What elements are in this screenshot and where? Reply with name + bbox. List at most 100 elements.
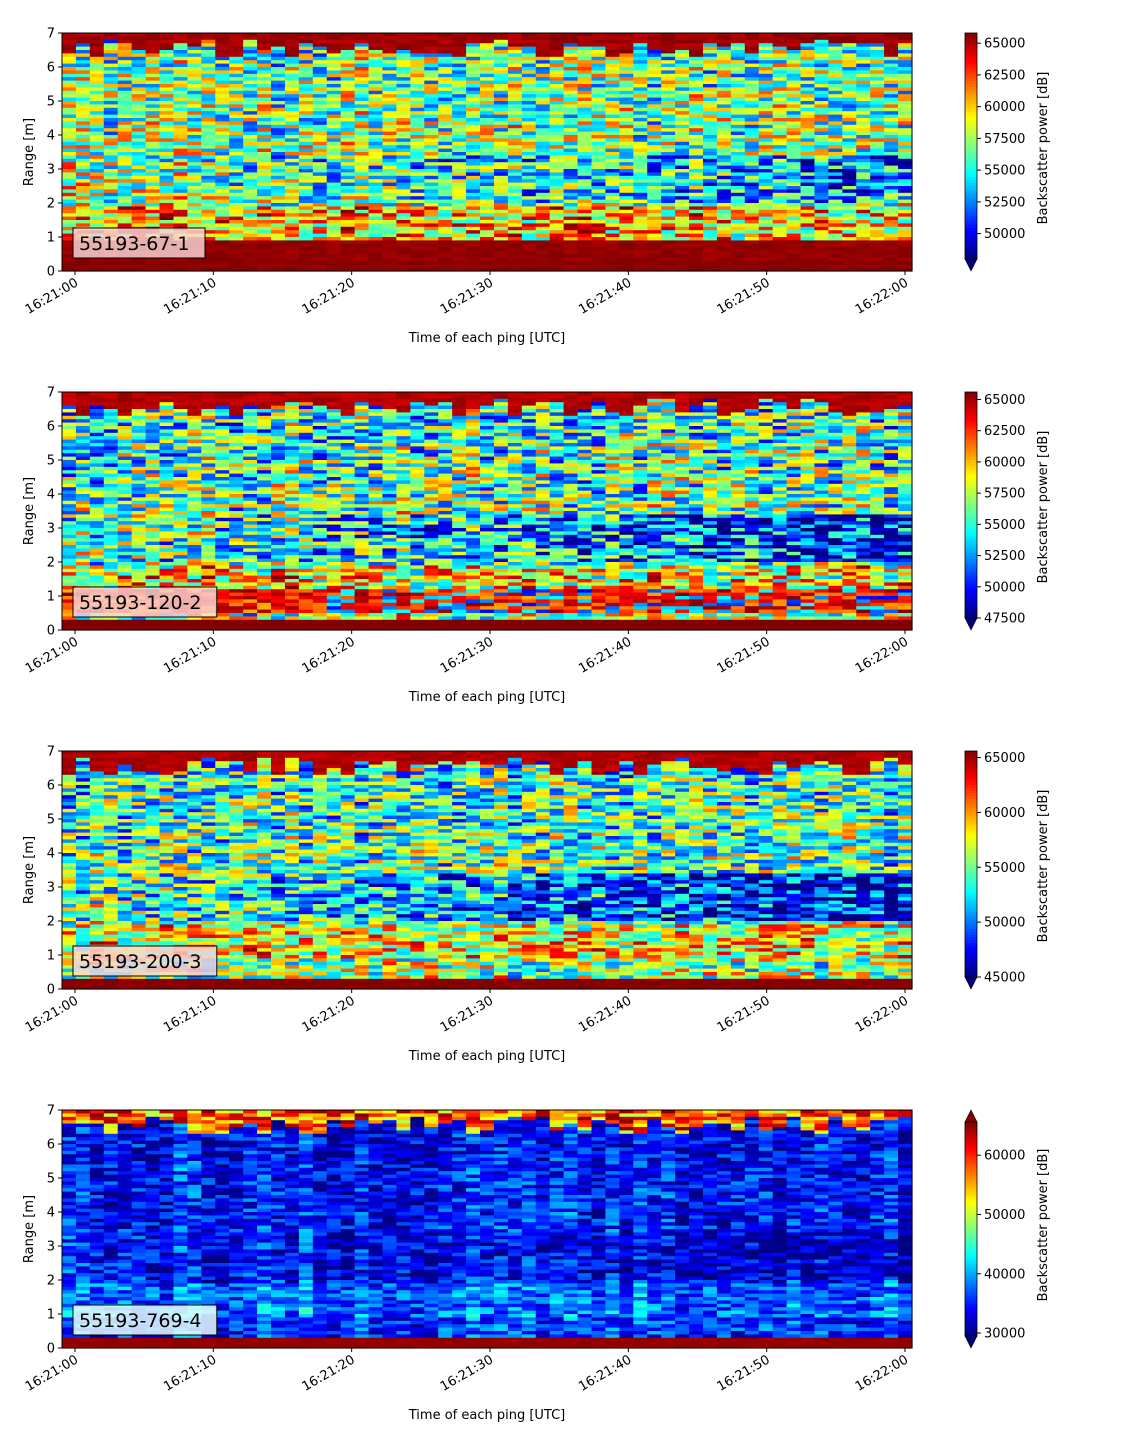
heatmap-cell <box>243 254 258 258</box>
heatmap-cell <box>117 555 133 560</box>
heatmap-cell <box>201 118 216 122</box>
heatmap-cell <box>633 101 648 105</box>
heatmap-cell <box>117 429 133 434</box>
heatmap-cell <box>201 209 216 214</box>
heatmap-cell <box>884 138 899 143</box>
heatmap-cell <box>62 70 77 75</box>
heatmap-cell <box>647 192 662 197</box>
heatmap-cell <box>312 186 328 190</box>
heatmap-cell <box>619 60 634 65</box>
heatmap-cell <box>452 148 467 153</box>
heatmap-cell <box>103 555 119 560</box>
heatmap-cell <box>466 220 481 224</box>
heatmap-cell <box>730 230 746 235</box>
heatmap-cell <box>159 145 175 150</box>
heatmap-cell <box>521 209 537 214</box>
heatmap-cell <box>298 43 314 48</box>
heatmap-cell <box>898 230 913 235</box>
heatmap-cell <box>75 477 91 481</box>
heatmap-cell <box>633 172 648 177</box>
heatmap-cell <box>145 507 161 512</box>
heatmap-cell <box>326 53 342 58</box>
heatmap-cell <box>131 39 147 44</box>
heatmap-cell <box>758 33 774 37</box>
heatmap-cell <box>452 97 467 102</box>
heatmap-cell <box>549 135 565 139</box>
heatmap-cell <box>410 240 425 245</box>
heatmap-cell <box>173 172 189 177</box>
heatmap-cell <box>675 260 690 265</box>
heatmap-cell <box>284 46 300 51</box>
heatmap-cell <box>675 189 690 194</box>
heatmap-cell <box>856 148 871 153</box>
heatmap-cell <box>201 145 216 150</box>
heatmap-cell <box>814 199 829 204</box>
heatmap-cell <box>535 237 551 241</box>
heatmap-cell <box>354 148 370 153</box>
heatmap-cell <box>284 104 300 109</box>
heatmap-cell <box>814 43 829 48</box>
heatmap-cell <box>466 135 481 139</box>
heatmap-cell <box>814 50 829 54</box>
heatmap-cell <box>340 243 356 248</box>
heatmap-cell <box>354 237 370 241</box>
heatmap-cell <box>438 39 453 44</box>
heatmap-cell <box>145 182 161 187</box>
heatmap-cell <box>577 77 593 82</box>
heatmap-cell <box>187 135 202 139</box>
heatmap-cell <box>424 135 439 139</box>
heatmap-cell <box>75 517 91 522</box>
heatmap-cell <box>173 264 189 269</box>
heatmap-cell <box>828 56 843 61</box>
heatmap-cell <box>689 111 704 116</box>
heatmap-cell <box>396 104 411 109</box>
heatmap-cell <box>103 56 119 61</box>
heatmap-cell <box>605 179 620 184</box>
heatmap-cell <box>605 104 620 109</box>
heatmap-cell <box>368 254 384 258</box>
heatmap-cell <box>535 80 551 85</box>
heatmap-cell <box>229 260 244 265</box>
heatmap-cell <box>75 80 91 85</box>
heatmap-cell <box>117 521 133 526</box>
heatmap-cell <box>452 162 467 167</box>
heatmap-cell <box>702 254 718 258</box>
heatmap-cell <box>201 155 216 160</box>
heatmap-cell <box>507 182 523 187</box>
colorbar-step <box>965 44 977 48</box>
heatmap-cell <box>675 121 690 126</box>
heatmap-cell <box>758 206 774 211</box>
heatmap-cell <box>800 260 816 265</box>
heatmap-cell <box>633 260 648 265</box>
heatmap-cell <box>898 243 913 248</box>
heatmap-cell <box>382 152 398 156</box>
heatmap-cell <box>257 189 272 194</box>
heatmap-cell <box>89 206 105 211</box>
heatmap-cell <box>535 158 551 163</box>
colorbar-step <box>965 247 977 252</box>
heatmap-cell <box>521 226 537 231</box>
heatmap-cell <box>145 494 161 498</box>
heatmap-cell <box>507 186 523 190</box>
heatmap-cell <box>647 264 662 269</box>
heatmap-cell <box>145 415 161 420</box>
heatmap-cell <box>702 199 718 204</box>
heatmap-cell <box>382 90 398 95</box>
heatmap-cell <box>145 148 161 153</box>
heatmap-cell <box>131 398 147 403</box>
heatmap-cell <box>884 145 899 150</box>
heatmap-cell <box>758 254 774 258</box>
heatmap-cell <box>284 199 300 204</box>
heatmap-cell <box>828 43 843 48</box>
heatmap-cell <box>493 70 509 75</box>
heatmap-cell <box>354 260 370 265</box>
heatmap-cell <box>75 575 91 580</box>
heatmap-cell <box>828 131 843 136</box>
heatmap-cell <box>340 203 356 207</box>
heatmap-cell <box>103 209 119 214</box>
heatmap-cell <box>730 63 746 68</box>
heatmap-cell <box>201 257 216 262</box>
heatmap-cell <box>257 97 272 102</box>
heatmap-cell <box>591 182 607 187</box>
heatmap-cell <box>117 97 133 102</box>
